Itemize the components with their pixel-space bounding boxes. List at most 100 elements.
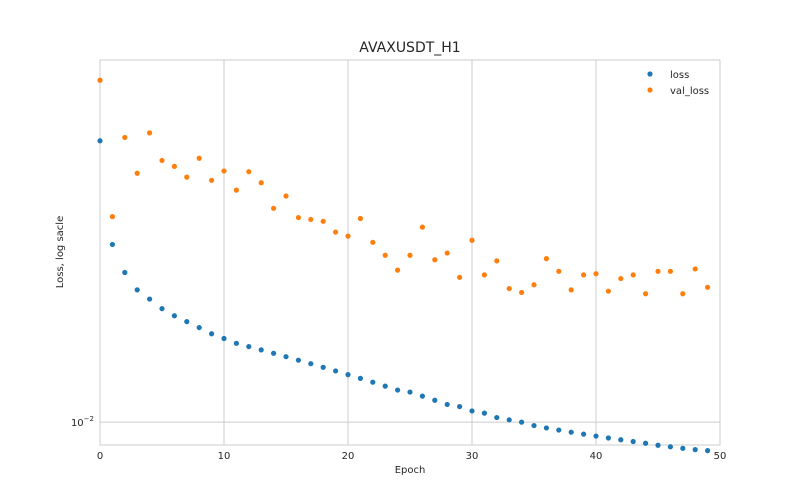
data-point-val-loss [97, 77, 103, 83]
data-point-loss [209, 331, 215, 337]
data-point-val-loss [556, 268, 562, 274]
x-tick-label: 10 [218, 451, 231, 462]
data-point-loss [345, 372, 351, 378]
data-point-loss [184, 319, 190, 325]
data-point-val-loss [345, 233, 351, 239]
data-point-loss [333, 368, 339, 374]
data-point-val-loss [184, 174, 190, 180]
grid-lines [100, 60, 720, 445]
data-point-val-loss [395, 267, 401, 273]
data-point-val-loss [370, 239, 376, 245]
legend-label-val-loss: val_loss [670, 86, 709, 97]
data-points [97, 77, 711, 454]
data-point-val-loss [258, 180, 264, 186]
data-point-loss [692, 447, 698, 453]
data-point-val-loss [444, 250, 450, 256]
data-point-val-loss [432, 257, 438, 263]
data-point-val-loss [481, 272, 487, 278]
data-point-loss [258, 347, 264, 353]
y-axis-label: Loss, log sacle [55, 216, 66, 288]
data-point-loss [667, 444, 674, 450]
data-point-loss [395, 387, 401, 393]
data-point-val-loss [519, 289, 525, 296]
x-tick-label: 30 [466, 451, 479, 462]
y-tick-label: 10−2 [71, 415, 94, 429]
data-point-val-loss [469, 237, 475, 243]
data-point-loss [134, 287, 140, 293]
data-point-loss [705, 448, 711, 454]
data-point-val-loss [308, 216, 314, 223]
data-point-val-loss [568, 287, 574, 293]
data-point-val-loss [122, 134, 128, 141]
data-point-val-loss [382, 252, 388, 258]
data-point-val-loss [246, 169, 252, 175]
legend: loss val_loss [647, 70, 709, 97]
data-point-loss [457, 403, 463, 410]
x-tick-label: 0 [97, 451, 103, 462]
legend-marker-loss [647, 71, 653, 77]
data-point-loss [531, 422, 537, 429]
data-point-val-loss [630, 272, 636, 278]
data-point-loss [382, 383, 388, 389]
plot-frame [99, 59, 721, 446]
data-point-loss [407, 389, 413, 395]
data-point-loss [308, 361, 314, 367]
data-point-val-loss [581, 272, 587, 278]
x-tick-label: 50 [714, 451, 727, 462]
data-point-loss [246, 343, 252, 350]
data-point-loss [419, 393, 425, 399]
x-tick-label: 20 [342, 451, 355, 462]
data-point-val-loss [419, 224, 425, 230]
legend-marker-val-loss [647, 87, 653, 93]
data-point-val-loss [506, 285, 512, 292]
data-point-val-loss [134, 170, 140, 176]
data-point-val-loss [109, 214, 115, 220]
data-point-loss [109, 241, 115, 248]
data-point-val-loss [457, 274, 463, 280]
data-point-loss [295, 357, 301, 363]
data-point-val-loss [233, 187, 239, 193]
data-point-val-loss [283, 193, 289, 199]
data-point-val-loss [159, 157, 165, 164]
data-point-val-loss [543, 256, 550, 262]
data-point-val-loss [221, 168, 227, 174]
data-point-loss [147, 296, 153, 302]
data-point-loss [506, 417, 512, 423]
data-point-loss [469, 408, 475, 414]
data-point-val-loss [680, 291, 686, 297]
data-point-val-loss [196, 155, 202, 161]
data-point-loss [159, 306, 165, 312]
data-point-val-loss [593, 271, 599, 277]
data-point-loss [171, 313, 177, 319]
data-point-loss [593, 433, 599, 439]
data-point-loss [556, 427, 562, 433]
data-point-loss [655, 442, 661, 448]
plot-area [100, 60, 720, 445]
data-point-loss [221, 335, 227, 342]
data-point-val-loss [618, 275, 624, 282]
data-point-val-loss [147, 130, 153, 136]
data-point-val-loss [667, 268, 674, 274]
x-tick-label: 40 [590, 451, 603, 462]
data-point-loss [643, 440, 649, 446]
series-loss [97, 138, 711, 454]
data-point-val-loss [171, 163, 177, 169]
data-point-val-loss [494, 258, 500, 264]
data-point-val-loss [407, 252, 413, 258]
x-tick-labels: 0 10 20 30 40 50 [97, 451, 727, 462]
data-point-loss [196, 324, 202, 331]
data-point-loss [97, 138, 103, 144]
data-point-loss [680, 445, 686, 451]
data-point-loss [543, 425, 550, 431]
data-point-val-loss [357, 215, 363, 222]
data-point-loss [122, 269, 128, 276]
data-point-loss [432, 397, 438, 403]
data-point-val-loss [643, 291, 649, 297]
data-point-val-loss [605, 288, 612, 294]
data-point-loss [320, 364, 326, 370]
data-point-loss [494, 414, 500, 421]
data-point-loss [519, 419, 525, 425]
data-point-val-loss [209, 177, 215, 183]
x-axis-label: Epoch [395, 465, 426, 476]
